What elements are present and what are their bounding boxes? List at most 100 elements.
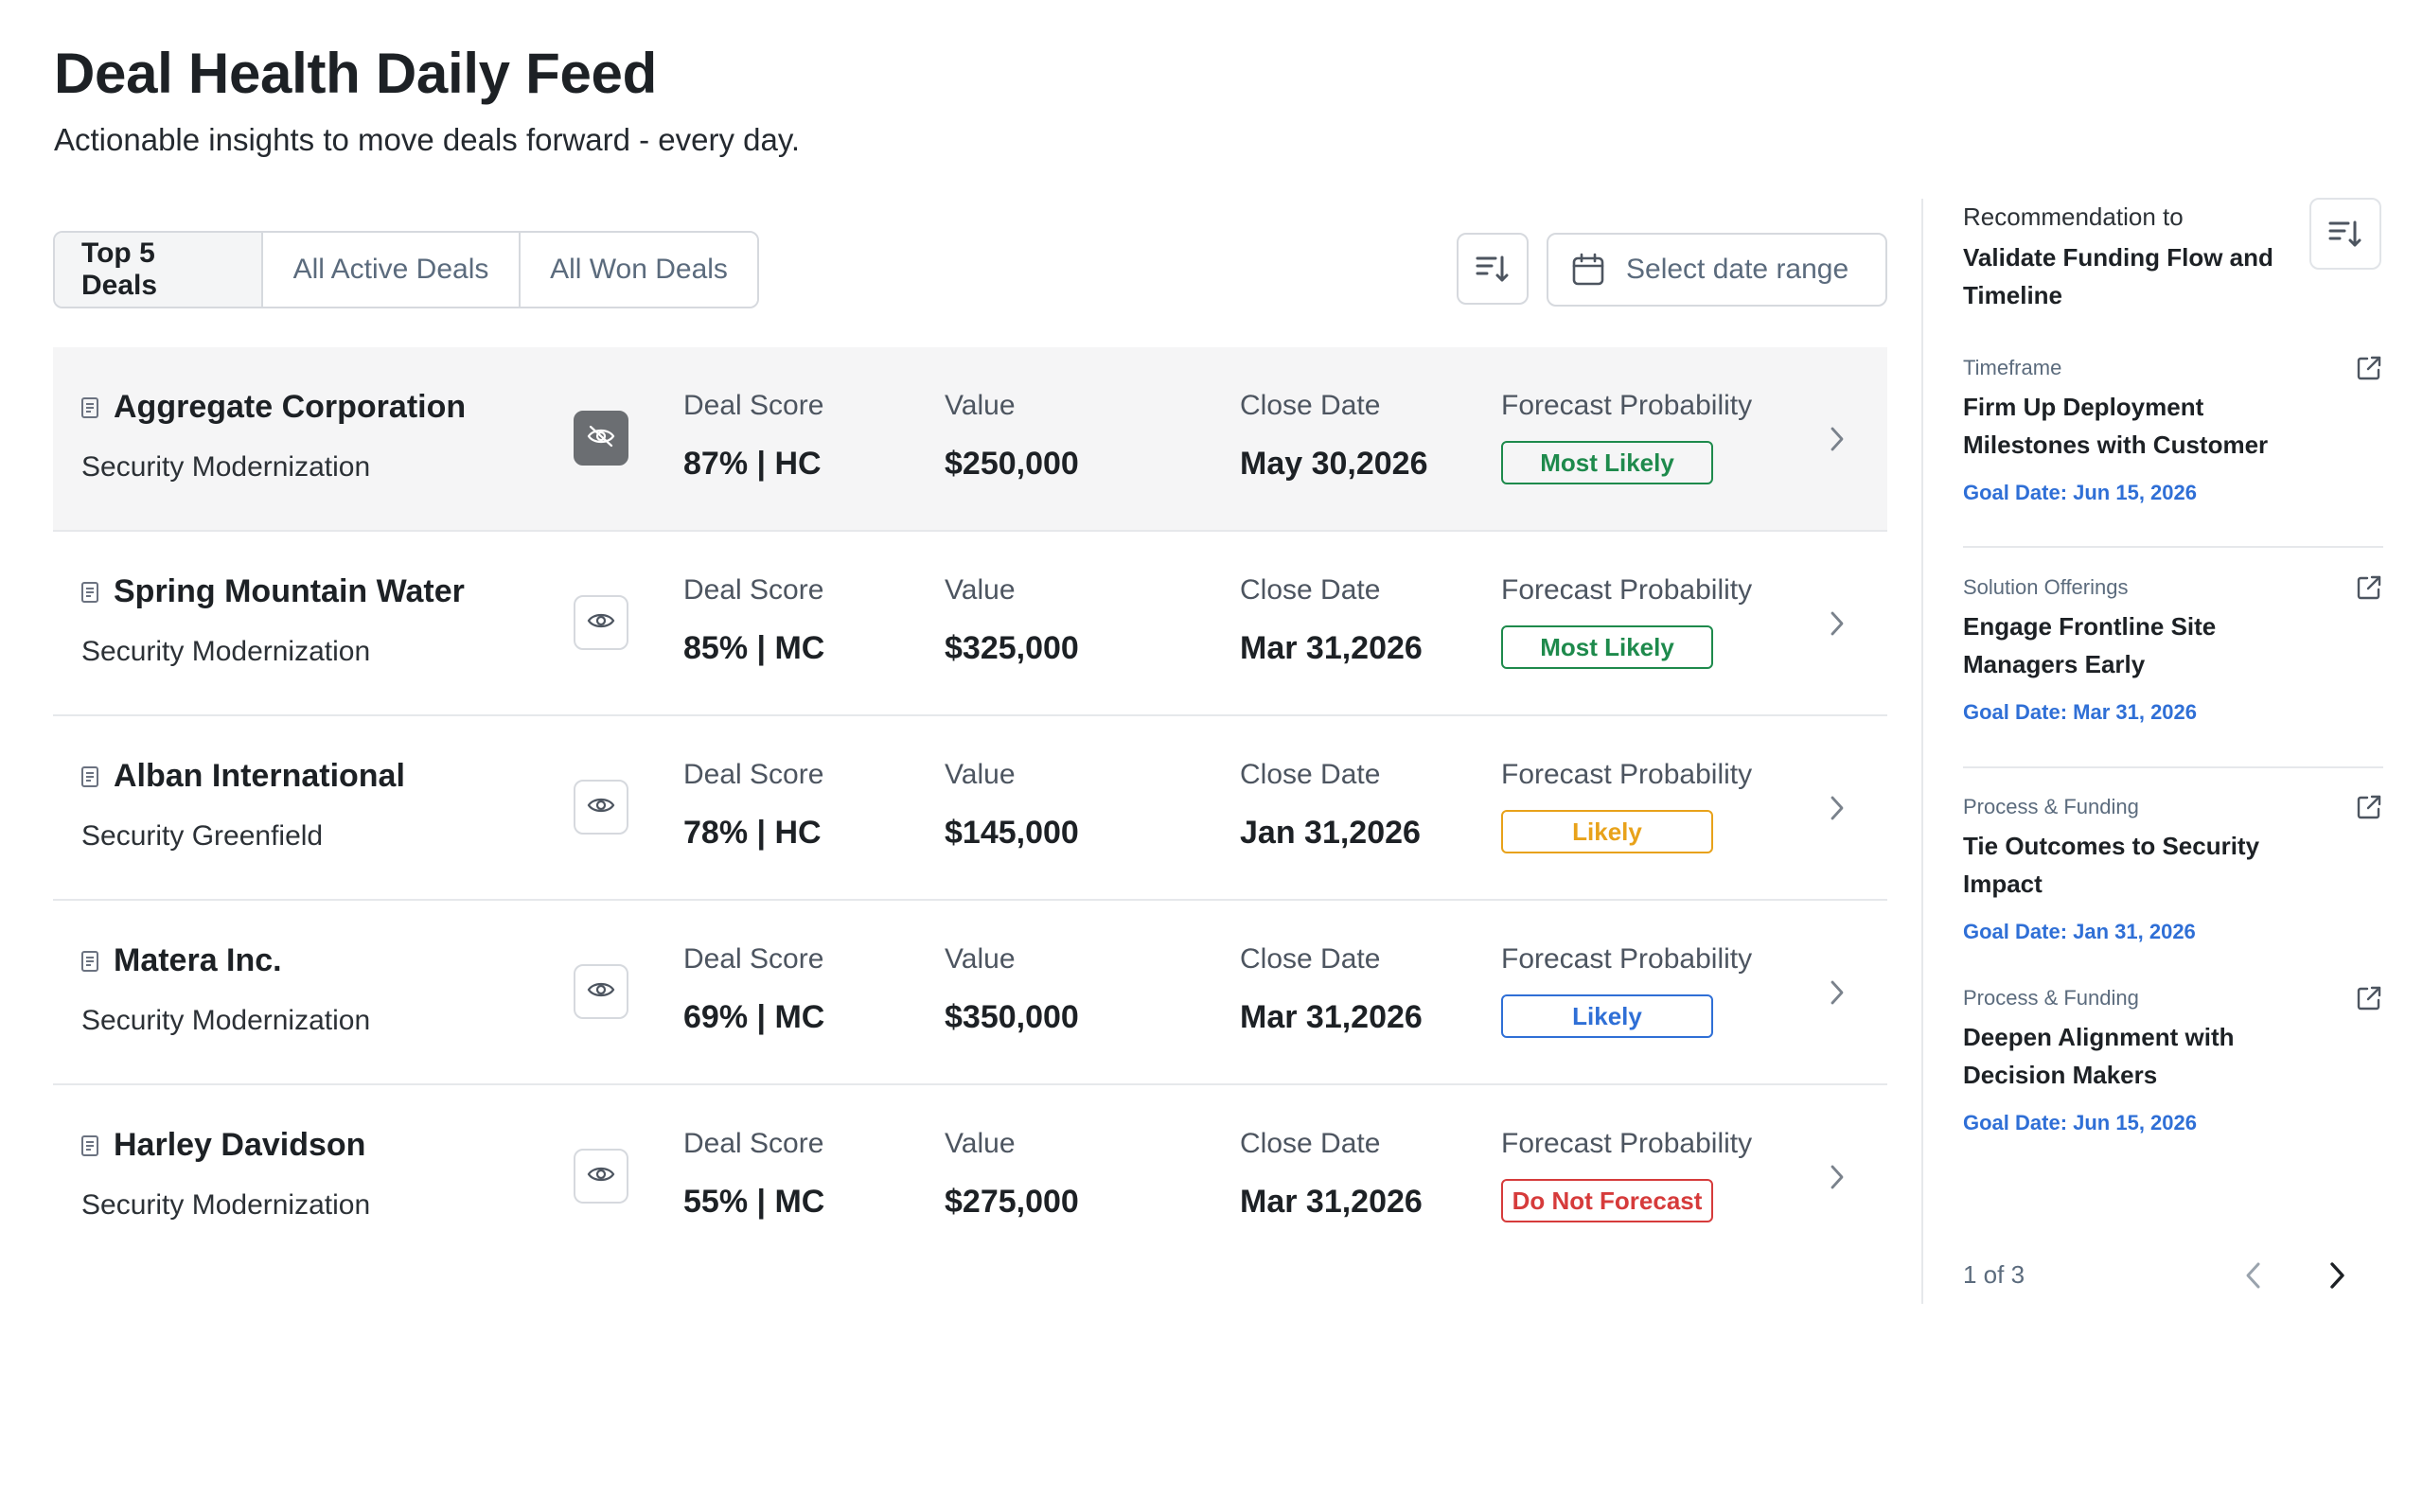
close-date-value: Mar 31,2026 [1240,999,1423,1035]
forecast-label: Forecast Probability [1501,390,1753,421]
chevron-right-icon[interactable] [1823,423,1851,455]
deal-name-group: Aggregate Corporation [80,389,466,426]
visibility-toggle[interactable] [574,964,628,1019]
deal-value: $275,000 [945,1184,1079,1220]
date-range-button[interactable]: Select date range [1547,233,1887,307]
forecast-label: Forecast Probability [1501,574,1753,606]
recommendation-item-title: Deepen Alignment with Decision Makers [1963,1023,2235,1089]
tab-all-won-deals[interactable]: All Won Deals [521,233,757,307]
sort-button[interactable] [1457,233,1529,305]
deal-score-value: 78% | HC [683,815,822,851]
sort-descending-icon [2328,220,2361,247]
document-icon [80,950,102,973]
deal-score-label: Deal Score [683,574,824,606]
close-date-value: Jan 31,2026 [1240,815,1421,851]
page-title: Deal Health Daily Feed [54,42,657,105]
external-link-icon[interactable] [2355,793,2383,821]
forecast-badge: Most Likely [1501,441,1713,484]
deal-name[interactable]: Matera Inc. [114,942,282,978]
recommendation-category: Process & Funding [1963,795,2139,818]
close-date-value: Mar 31,2026 [1240,630,1423,666]
sort-descending-icon [1476,255,1509,282]
close-date-value: May 30,2026 [1240,446,1428,482]
close-date-label: Close Date [1240,759,1381,790]
visibility-toggle[interactable] [574,411,628,466]
tab-top-5-deals[interactable]: Top 5 Deals [55,233,263,307]
recommendation-sort-button[interactable] [2309,198,2381,270]
deal-name[interactable]: Aggregate Corporation [114,389,467,425]
deal-row[interactable]: Matera Inc. Security Modernization Deal Sc… [53,901,1887,1085]
deal-subtitle: Security Greenfield [81,820,324,852]
chevron-right-icon[interactable] [2323,1258,2351,1292]
close-date-label: Close Date [1240,390,1381,421]
date-range-label: Select date range [1626,254,1849,285]
goal-date: Goal Date: Jan 31, 2026 [1963,920,2196,943]
tab-all-active-deals[interactable]: All Active Deals [263,233,521,307]
chevron-right-icon[interactable] [1823,792,1851,824]
chevron-right-icon[interactable] [1823,607,1851,640]
document-icon [80,1134,102,1157]
forecast-badge: Likely [1501,810,1713,853]
document-icon [80,765,102,788]
close-date-value: Mar 31,2026 [1240,1184,1423,1220]
recommendation-divider [1963,546,2383,548]
external-link-icon[interactable] [2355,354,2383,382]
deal-score-value: 87% | HC [683,446,822,482]
recommendation-item-title: Firm Up Deployment Milestones with Custo… [1963,393,2269,459]
eye-icon [587,1164,615,1189]
eye-icon [587,979,615,1005]
deal-name-group: Matera Inc. [80,942,282,979]
forecast-label: Forecast Probability [1501,1128,1753,1159]
deal-name[interactable]: Spring Mountain Water [114,573,465,609]
deal-score-label: Deal Score [683,759,824,790]
value-label: Value [945,1128,1016,1159]
recommendation-item-title: Tie Outcomes to Security Impact [1963,832,2260,898]
deal-value: $350,000 [945,999,1079,1035]
recommendation-label: Recommendation to [1963,202,2184,231]
page-subtitle: Actionable insights to move deals forwar… [54,122,801,157]
pagination-label: 1 of 3 [1963,1260,2025,1289]
close-date-label: Close Date [1240,574,1381,606]
deal-row[interactable]: Harley Davidson Security Modernization Dea… [53,1085,1887,1270]
recommendation-title: Validate Funding Flow and Timeline [1963,243,2273,309]
recommendation-item: Timeframe Firm Up Deployment Milestones w… [1963,354,2383,507]
close-date-label: Close Date [1240,1128,1381,1159]
deal-row[interactable]: Alban International Security Greenfield De… [53,716,1887,901]
deal-subtitle: Security Modernization [81,636,371,667]
recommendation-item: Process & Funding Tie Outcomes to Securit… [1963,793,2383,946]
recommendation-category: Timeframe [1963,356,2062,379]
chevron-right-icon[interactable] [1823,976,1851,1009]
deal-row[interactable]: Spring Mountain Water Security Modernizat… [53,532,1887,716]
deal-tabs: Top 5 Deals All Active Deals All Won Dea… [53,231,759,308]
eye-icon [587,795,615,820]
goal-date: Goal Date: Jun 15, 2026 [1963,1111,2197,1134]
deal-score-label: Deal Score [683,1128,824,1159]
forecast-badge: Likely [1501,994,1713,1038]
panel-divider [1921,199,1923,1304]
visibility-toggle[interactable] [574,780,628,835]
deal-name[interactable]: Harley Davidson [114,1127,366,1163]
value-label: Value [945,943,1016,975]
visibility-toggle[interactable] [574,1149,628,1204]
external-link-icon[interactable] [2355,984,2383,1012]
deal-name-group: Alban International [80,758,405,795]
document-icon [80,396,102,419]
chevron-left-icon[interactable] [2239,1258,2268,1292]
forecast-label: Forecast Probability [1501,943,1753,975]
deal-score-value: 85% | MC [683,630,825,666]
deal-row[interactable]: Aggregate Corporation Security Modernizat… [53,347,1887,532]
external-link-icon[interactable] [2355,573,2383,602]
deal-name[interactable]: Alban International [114,758,405,794]
recommendation-category: Process & Funding [1963,986,2139,1010]
deal-name-group: Harley Davidson [80,1127,365,1164]
chevron-right-icon[interactable] [1823,1161,1851,1193]
forecast-badge: Do Not Forecast [1501,1179,1713,1222]
deal-list: Aggregate Corporation Security Modernizat… [53,347,1887,1270]
deal-value: $250,000 [945,446,1079,482]
recommendation-header: Recommendation to Validate Funding Flow … [1963,199,2275,314]
value-label: Value [945,390,1016,421]
deal-score-value: 69% | MC [683,999,825,1035]
goal-date: Goal Date: Mar 31, 2026 [1963,700,2198,724]
visibility-toggle[interactable] [574,595,628,650]
